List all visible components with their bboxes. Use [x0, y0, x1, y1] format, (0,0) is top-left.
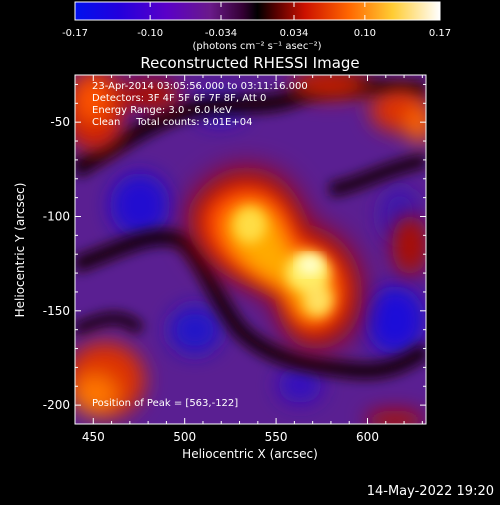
colorbar-tick-label: -0.17 — [62, 28, 88, 39]
colorbar-units: (photons cm⁻² s⁻¹ asec⁻²) — [192, 41, 321, 52]
info-peak-position: Position of Peak = [563,-122] — [92, 398, 238, 409]
y-axis-tick-labels: -50 -100 -150 -200 — [43, 115, 70, 412]
colorbar-tick-label: -0.10 — [137, 28, 163, 39]
plot-title: Reconstructed RHESSI Image — [140, 54, 359, 72]
x-axis-ticks — [74, 75, 423, 424]
colorbar-gradient — [74, 1, 441, 21]
y-tick-label: -50 — [50, 115, 70, 129]
info-detectors: Detectors: 3F 4F 5F 6F 7F 8F, Att 0 — [92, 93, 266, 104]
colorbar-tick-label: 0.17 — [429, 28, 451, 39]
x-tick-label: 550 — [265, 430, 288, 444]
x-tick-label: 600 — [356, 430, 379, 444]
colorbar-tick-label: 0.034 — [280, 28, 309, 39]
colorbar: -0.17 -0.10 -0.034 0.034 0.10 0.17 (photons c… — [62, 1, 451, 52]
y-axis-label: Heliocentric Y (arcsec) — [13, 183, 27, 318]
x-axis-label: Heliocentric X (arcsec) — [182, 447, 318, 461]
x-axis-tick-labels: 450 500 550 600 — [82, 430, 379, 444]
info-box: 23-Apr-2014 03:05:56.000 to 03:11:16.000… — [92, 81, 308, 128]
colorbar-ticks — [74, 2, 441, 20]
blue-patches — [87, 92, 425, 403]
info-clean-counts: Clean Total counts: 9.01E+04 — [92, 117, 252, 128]
info-energy-range: Energy Range: 3.0 - 6.0 keV — [92, 105, 232, 116]
colorbar-tick-label: 0.10 — [354, 28, 376, 39]
y-axis-ticks — [75, 83, 426, 406]
main-source — [187, 166, 363, 351]
rhessi-image — [75, 75, 426, 424]
colorbar-tick-labels: -0.17 -0.10 -0.034 0.034 0.10 0.17 — [62, 28, 451, 39]
info-time-range: 23-Apr-2014 03:05:56.000 to 03:11:16.000 — [92, 81, 308, 92]
y-tick-label: -200 — [43, 398, 70, 412]
footer-datestamp: 14-May-2022 19:20 — [367, 484, 494, 499]
x-tick-label: 450 — [82, 430, 105, 444]
edge-emission — [75, 75, 426, 424]
y-tick-label: -100 — [43, 209, 70, 223]
x-tick-label: 500 — [173, 430, 196, 444]
colorbar-tick-label: -0.034 — [205, 28, 237, 39]
y-tick-label: -150 — [43, 304, 70, 318]
image-border — [74, 74, 427, 425]
